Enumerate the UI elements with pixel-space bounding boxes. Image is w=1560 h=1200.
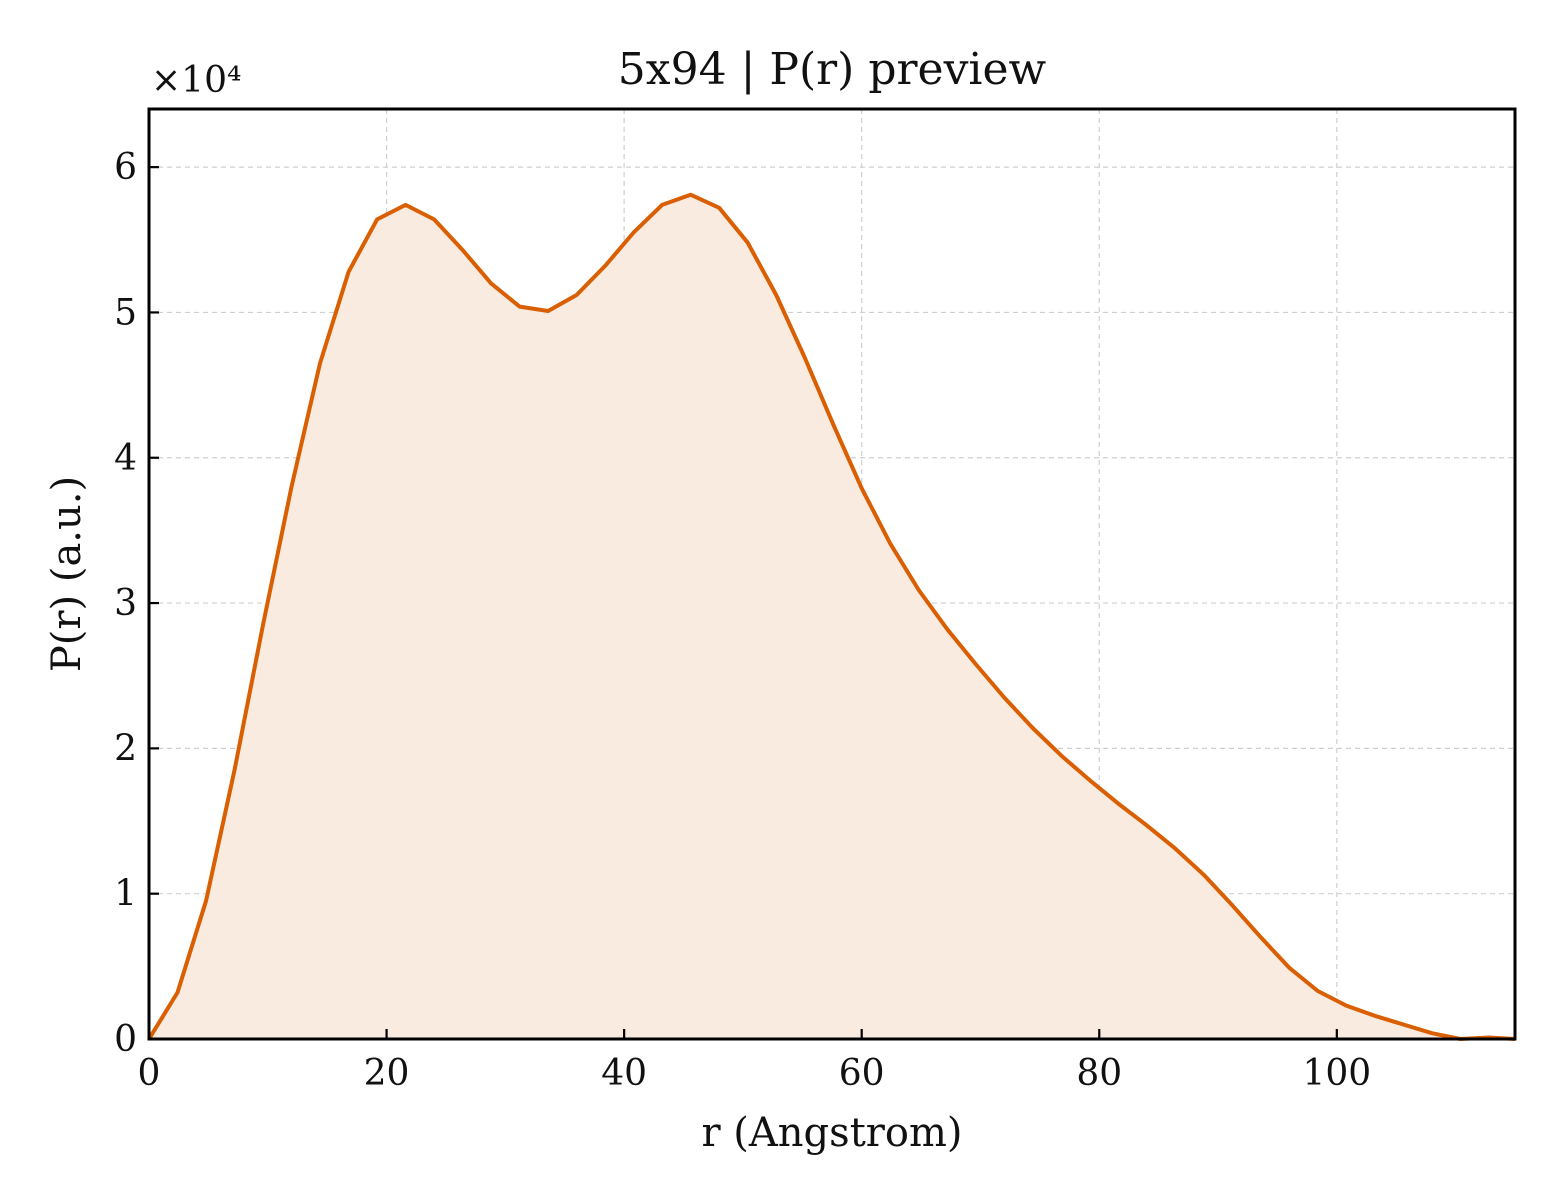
x-tick-label: 20 bbox=[364, 1053, 410, 1094]
y-tick-label: 6 bbox=[114, 147, 137, 188]
y-tick-label: 0 bbox=[114, 1019, 137, 1060]
y-multiplier-label: ×10⁴ bbox=[151, 60, 241, 101]
axis-ticks bbox=[147, 166, 1338, 1041]
y-tick-labels: 0 1 2 3 4 5 6 bbox=[114, 147, 137, 1060]
y-tick-label: 2 bbox=[114, 728, 137, 769]
pr-area-fill bbox=[149, 194, 1515, 1039]
y-tick-label: 4 bbox=[114, 438, 137, 479]
x-tick-label: 0 bbox=[138, 1053, 161, 1094]
y-tick-label: 5 bbox=[114, 292, 137, 333]
y-tick-label: 3 bbox=[114, 583, 137, 624]
chart-title: 5x94 | P(r) preview bbox=[618, 44, 1047, 95]
y-axis-label: P(r) (a.u.) bbox=[44, 476, 90, 672]
x-axis-label: r (Angstrom) bbox=[701, 1110, 962, 1156]
pr-series-line bbox=[147, 192, 1516, 1041]
x-tick-labels: 0 20 40 60 80 100 bbox=[138, 1053, 1372, 1094]
x-tick-label: 80 bbox=[1076, 1053, 1122, 1094]
plot-frame bbox=[147, 107, 1517, 1041]
x-tick-label: 60 bbox=[839, 1053, 885, 1094]
y-tick-label: 1 bbox=[114, 874, 137, 915]
x-tick-label: 100 bbox=[1302, 1053, 1371, 1094]
x-tick-label: 40 bbox=[601, 1053, 647, 1094]
